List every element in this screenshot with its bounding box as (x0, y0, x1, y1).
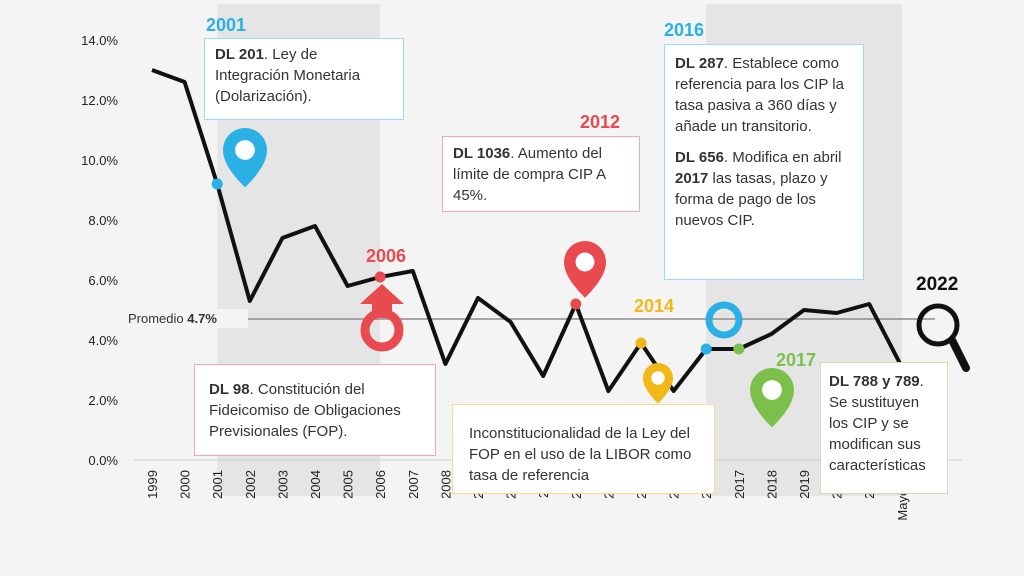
pin-icon-2014 (643, 363, 673, 404)
x-tick-label: 2006 (373, 470, 388, 499)
x-tick-label: 2003 (275, 470, 290, 499)
marker-point-2017 (733, 343, 745, 355)
pin-icon-2001 (223, 128, 267, 188)
annotation-dl788: DL 788 y 789. Se sustituyen los CIP y se… (820, 362, 948, 494)
year-tag-2016: 2016 (664, 20, 705, 40)
arrow-icon-2006 (360, 284, 404, 352)
year-tag-2012: 2012 (580, 112, 621, 132)
marker-point-2014 (635, 337, 647, 349)
x-tick-label: 2007 (406, 470, 421, 499)
year-tag-2006: 2006 (366, 246, 407, 266)
x-tick-label: 2017 (732, 470, 747, 499)
y-tick-label: 10.0% (81, 153, 118, 168)
x-tick-label: 1999 (145, 470, 160, 499)
y-tick-label: 12.0% (81, 93, 118, 108)
annotation-dl201: DL 201. Ley de Integración Monetaria (Do… (204, 38, 404, 120)
series-line (151, 68, 904, 393)
y-tick-label: 4.0% (88, 333, 118, 348)
y-tick-label: 0.0% (88, 453, 118, 468)
ring-icon-2016 (705, 301, 743, 339)
x-tick-label: 2002 (243, 470, 258, 499)
year-tag-2001: 2001 (206, 15, 247, 35)
annotation-libor: Inconstitucionalidad de la Ley del FOP e… (452, 404, 715, 494)
annotation-dl1036: DL 1036. Aumento del límite de compra CI… (442, 136, 640, 212)
x-tick-label: 2018 (764, 470, 779, 499)
x-tick-label: 2005 (341, 470, 356, 499)
x-tick-label: 2000 (178, 470, 193, 499)
year-tag-2014: 2014 (634, 296, 675, 316)
pin-icon-2012 (564, 241, 606, 298)
annotation-dl98: DL 98. Constitución del Fideicomiso de O… (194, 364, 436, 456)
average-label: Promedio 4.7% (128, 311, 217, 326)
y-tick-label: 14.0% (81, 33, 118, 48)
y-tick-label: 8.0% (88, 213, 118, 228)
x-tick-label: 2001 (210, 470, 225, 499)
x-tick-label: 2008 (438, 470, 453, 499)
marker-point-2012 (570, 298, 582, 310)
y-tick-label: 2.0% (88, 393, 118, 408)
pin-icon-2017 (750, 368, 794, 428)
marker-point-2001 (211, 178, 223, 190)
magnifier-icon (916, 303, 970, 372)
marker-point-2006 (374, 271, 386, 283)
x-tick-label: 2004 (308, 470, 323, 499)
year-tag-2017: 2017 (776, 350, 817, 370)
marker-point-2016 (700, 343, 712, 355)
x-tick-label: 2019 (797, 470, 812, 499)
average-label-background (124, 309, 248, 328)
year-tag-2022: 2022 (916, 274, 959, 295)
y-tick-label: 6.0% (88, 273, 118, 288)
annotation-dl287-dl656: DL 287. Establece como referencia para l… (664, 44, 864, 280)
